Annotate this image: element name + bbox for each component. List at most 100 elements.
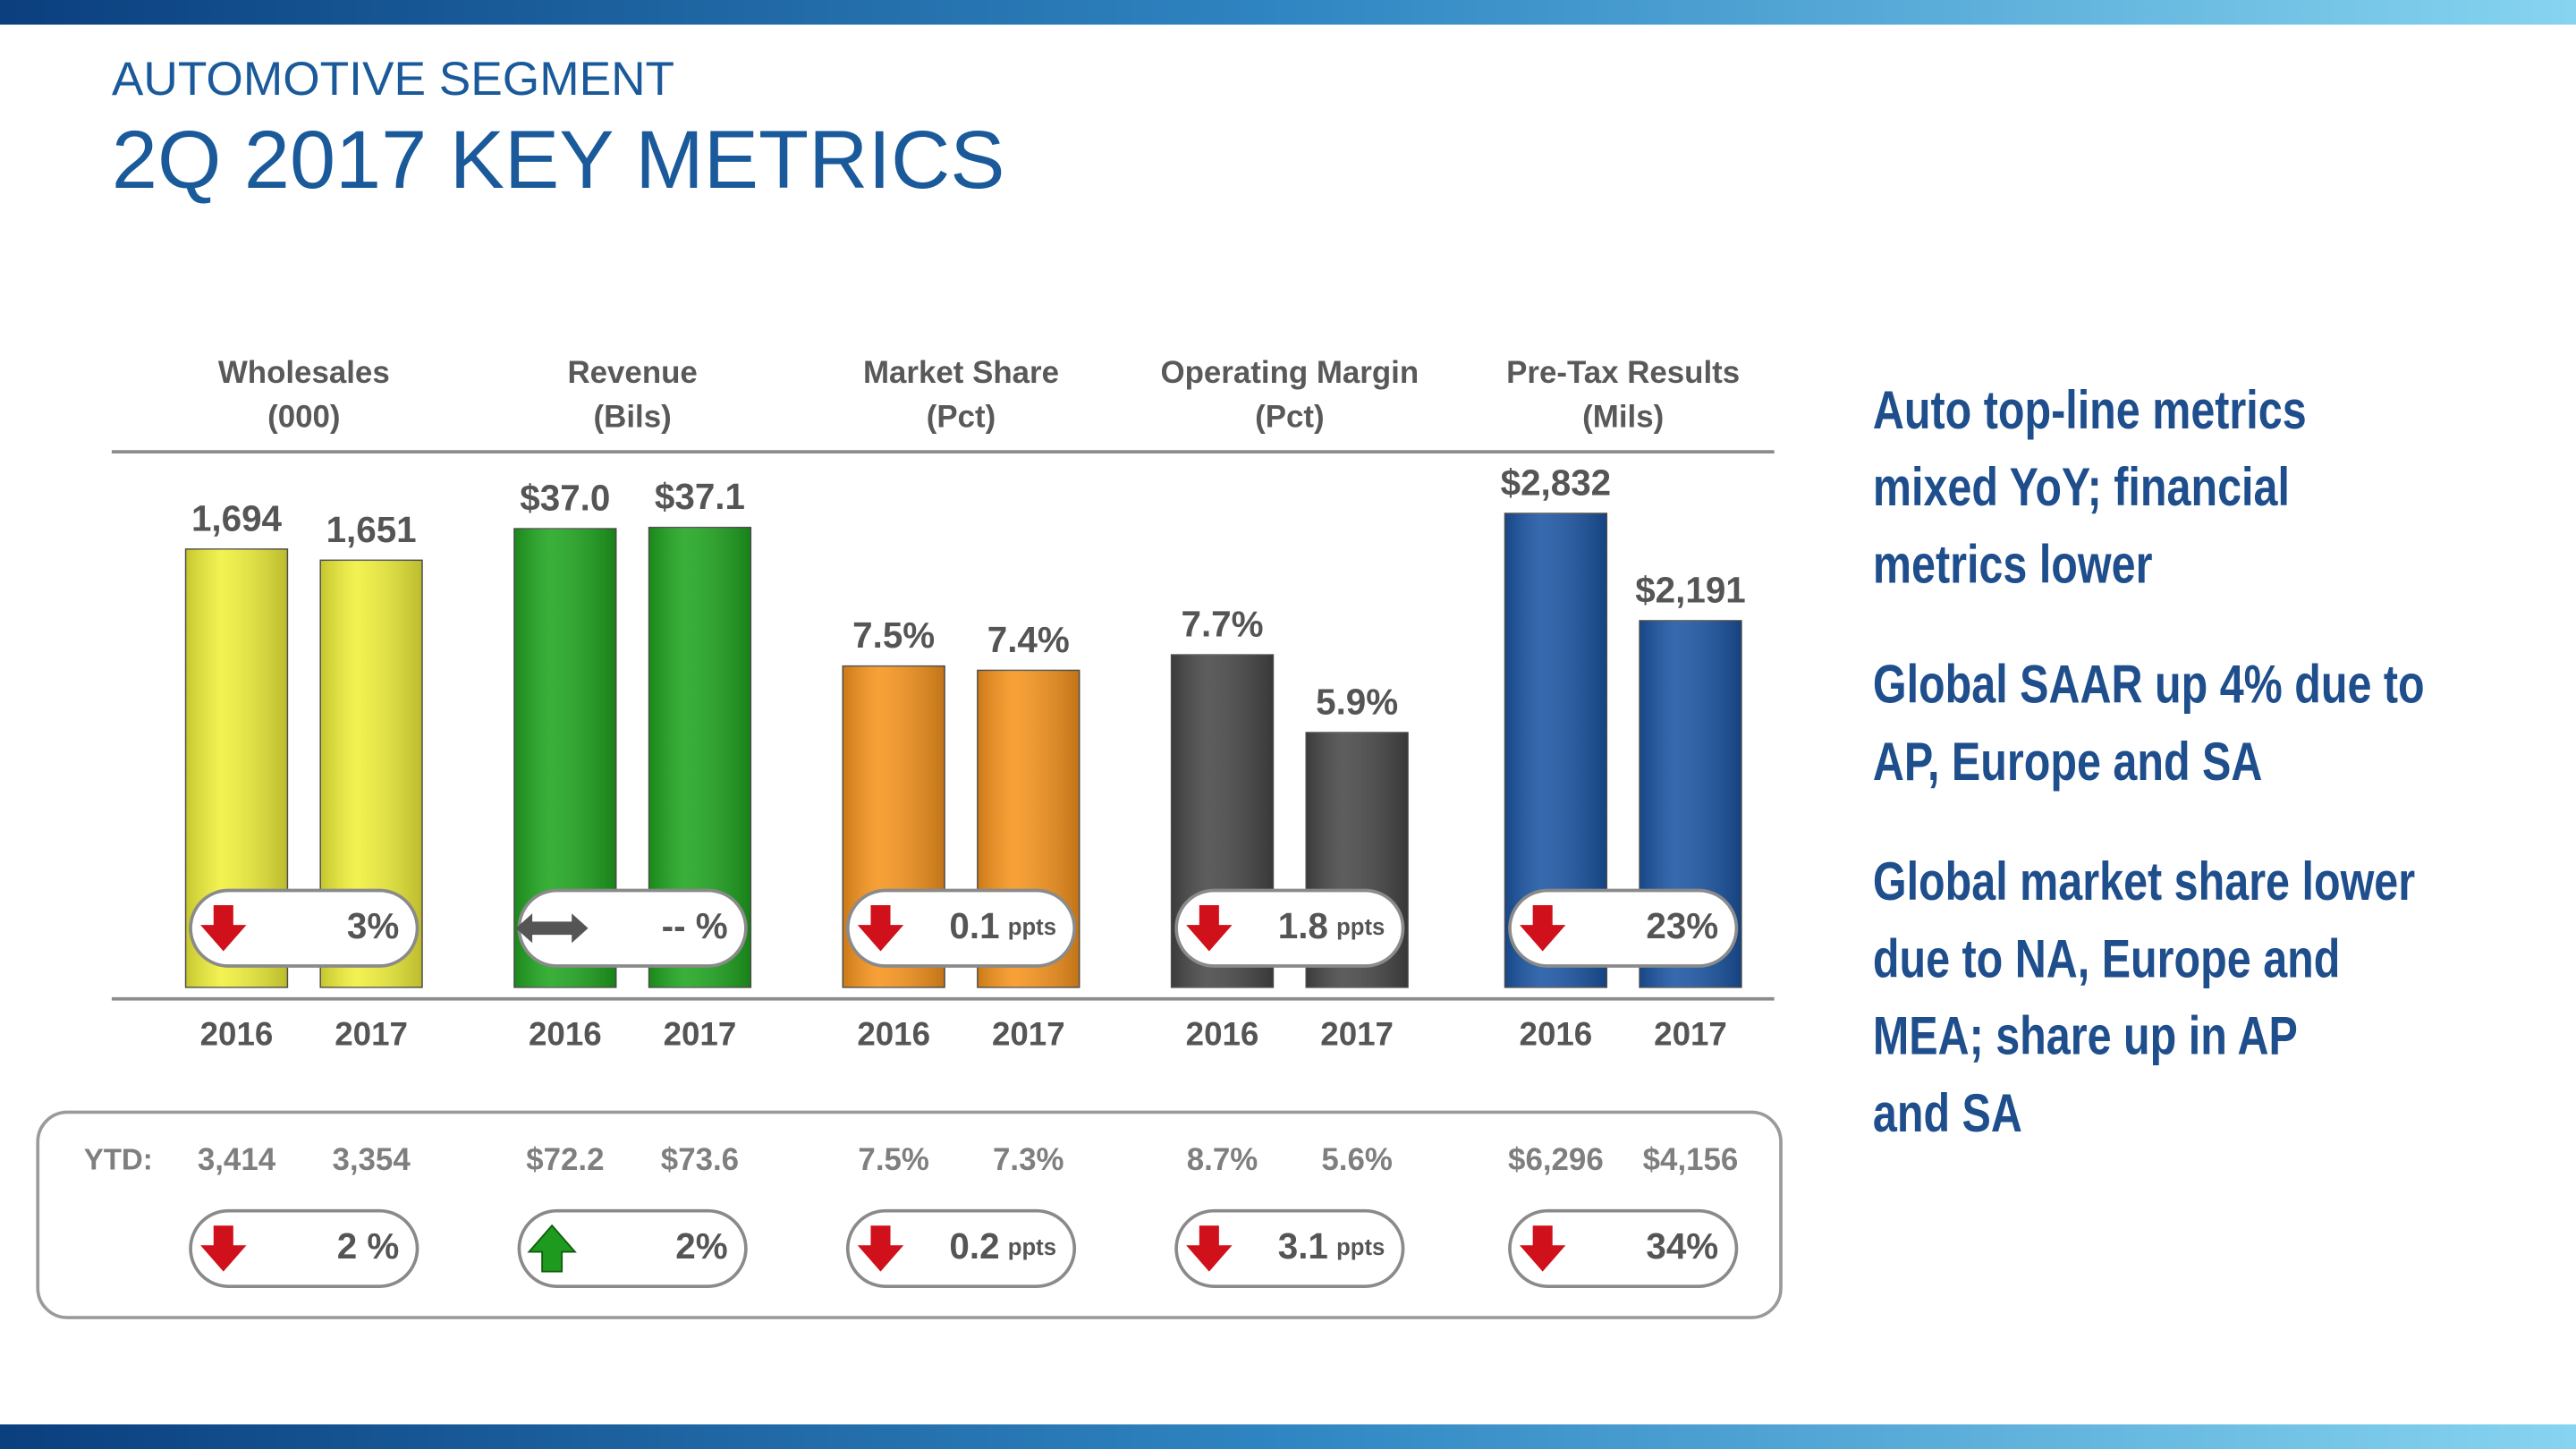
bullet-line: and SA <box>1873 1082 2022 1143</box>
chart-unit: (Bils) <box>594 400 672 435</box>
value-label: 1,651 <box>326 509 417 550</box>
chart-unit: (Pct) <box>1255 400 1325 435</box>
change-label: 2 % <box>337 1225 400 1267</box>
change-label: 34% <box>1646 1225 1718 1267</box>
ytd-value: $4,156 <box>1643 1142 1739 1177</box>
change-unit: ppts <box>1336 1235 1385 1260</box>
chart-title: Wholesales <box>218 355 390 390</box>
ytd-value: $6,296 <box>1508 1142 1604 1177</box>
chart-title: Revenue <box>567 355 697 390</box>
change-value: 34% <box>1646 1225 1718 1267</box>
ytd-value: 7.3% <box>993 1142 1064 1177</box>
ytd-value: 8.7% <box>1187 1142 1258 1177</box>
change-label: 23% <box>1646 904 1718 945</box>
value-label: 7.5% <box>852 614 935 656</box>
change-pill <box>189 1208 419 1288</box>
x-tick-label: 2016 <box>857 1016 930 1053</box>
ytd-value: 3,354 <box>332 1142 411 1177</box>
change-value: 23% <box>1646 904 1718 945</box>
flat-arrow <box>515 913 589 944</box>
value-label: 1,694 <box>191 497 283 538</box>
change-value: -- % <box>662 904 728 945</box>
ytd-value: 3,414 <box>198 1142 276 1177</box>
x-tick-label: 2016 <box>529 1016 602 1053</box>
change-label: -- % <box>662 904 728 945</box>
bullet-line: metrics lower <box>1873 533 2153 594</box>
bullet-line: Global SAAR up 4% due to <box>1873 653 2425 714</box>
change-pill <box>517 1208 748 1288</box>
bullet-line: AP, Europe and SA <box>1873 731 2263 792</box>
down-arrow <box>857 1225 904 1272</box>
change-label: 3.1 ppts <box>1278 1225 1385 1267</box>
slide-subtitle: AUTOMOTIVE SEGMENT <box>112 53 674 106</box>
change-pill <box>845 888 1077 968</box>
bullet-line: mixed YoY; financial <box>1873 456 2290 517</box>
ytd-label: YTD: <box>84 1143 153 1176</box>
x-tick-label: 2016 <box>1186 1016 1259 1053</box>
ytd-value: 7.5% <box>858 1142 929 1177</box>
value-label: $37.1 <box>655 476 745 517</box>
x-tick-label: 2016 <box>200 1016 274 1053</box>
ytd-value: $72.2 <box>526 1142 604 1177</box>
chart-unit: (Pct) <box>927 400 996 435</box>
up-arrow <box>527 1224 577 1273</box>
value-label: $2,191 <box>1635 569 1746 610</box>
chart-unit: (Mils) <box>1582 400 1664 435</box>
x-tick-label: 2017 <box>1320 1016 1394 1053</box>
change-pill <box>1174 888 1405 968</box>
chart-unit: (000) <box>267 400 340 435</box>
chart-title: Pre-Tax Results <box>1506 355 1740 390</box>
top-band <box>0 0 2576 25</box>
down-arrow <box>1519 905 1566 952</box>
chart-title: Operating Margin <box>1160 355 1419 390</box>
x-tick-label: 2017 <box>1654 1016 1727 1053</box>
change-value: 3.1 <box>1278 1225 1328 1267</box>
slide-title: 2Q 2017 KEY METRICS <box>112 114 1005 206</box>
down-arrow <box>857 905 904 952</box>
change-pill <box>189 888 419 968</box>
bottom-band <box>0 1424 2576 1449</box>
change-label: 2% <box>675 1225 727 1267</box>
x-tick-label: 2017 <box>664 1016 737 1053</box>
down-arrow <box>1186 1225 1233 1272</box>
change-value: 0.2 <box>949 1225 999 1267</box>
change-pill <box>845 1208 1077 1288</box>
chart-title: Market Share <box>863 355 1059 390</box>
down-arrow <box>1186 905 1233 952</box>
value-label: $37.0 <box>520 477 610 518</box>
x-tick-label: 2017 <box>992 1016 1065 1053</box>
value-label: 5.9% <box>1316 681 1398 722</box>
change-label: 3% <box>347 904 399 945</box>
value-label: 7.4% <box>987 619 1070 660</box>
ytd-box <box>36 1110 1783 1319</box>
value-label: $2,832 <box>1501 462 1612 503</box>
change-label: 1.8 ppts <box>1278 904 1385 945</box>
change-pill <box>1508 1208 1739 1288</box>
change-value: 2 % <box>337 1225 400 1267</box>
bullet-line: Auto top-line metrics <box>1873 379 2307 440</box>
change-value: 0.1 <box>949 904 999 945</box>
bullet-line: MEA; share up in AP <box>1873 1004 2298 1065</box>
change-label: 0.1 ppts <box>949 904 1056 945</box>
change-value: 2% <box>675 1225 727 1267</box>
ytd-value: 5.6% <box>1321 1142 1393 1177</box>
change-unit: ppts <box>1336 915 1385 940</box>
change-label: 0.2 ppts <box>949 1225 1056 1267</box>
change-pill <box>1174 1208 1405 1288</box>
value-label: 7.7% <box>1181 604 1263 645</box>
change-unit: ppts <box>1008 1235 1056 1260</box>
x-tick-label: 2016 <box>1520 1016 1593 1053</box>
change-value: 3% <box>347 904 399 945</box>
ytd-value: $73.6 <box>661 1142 739 1177</box>
bullet-line: due to NA, Europe and <box>1873 928 2341 988</box>
bullets: Auto top-line metrics mixed YoY; financia… <box>1873 379 2425 1144</box>
change-pill <box>1508 888 1739 968</box>
down-arrow <box>200 905 247 952</box>
bullet-line: Global market share lower <box>1873 851 2415 911</box>
x-tick-label: 2017 <box>335 1016 408 1053</box>
change-unit: ppts <box>1008 915 1056 940</box>
down-arrow <box>1519 1225 1566 1272</box>
down-arrow <box>200 1225 247 1272</box>
change-value: 1.8 <box>1278 904 1328 945</box>
